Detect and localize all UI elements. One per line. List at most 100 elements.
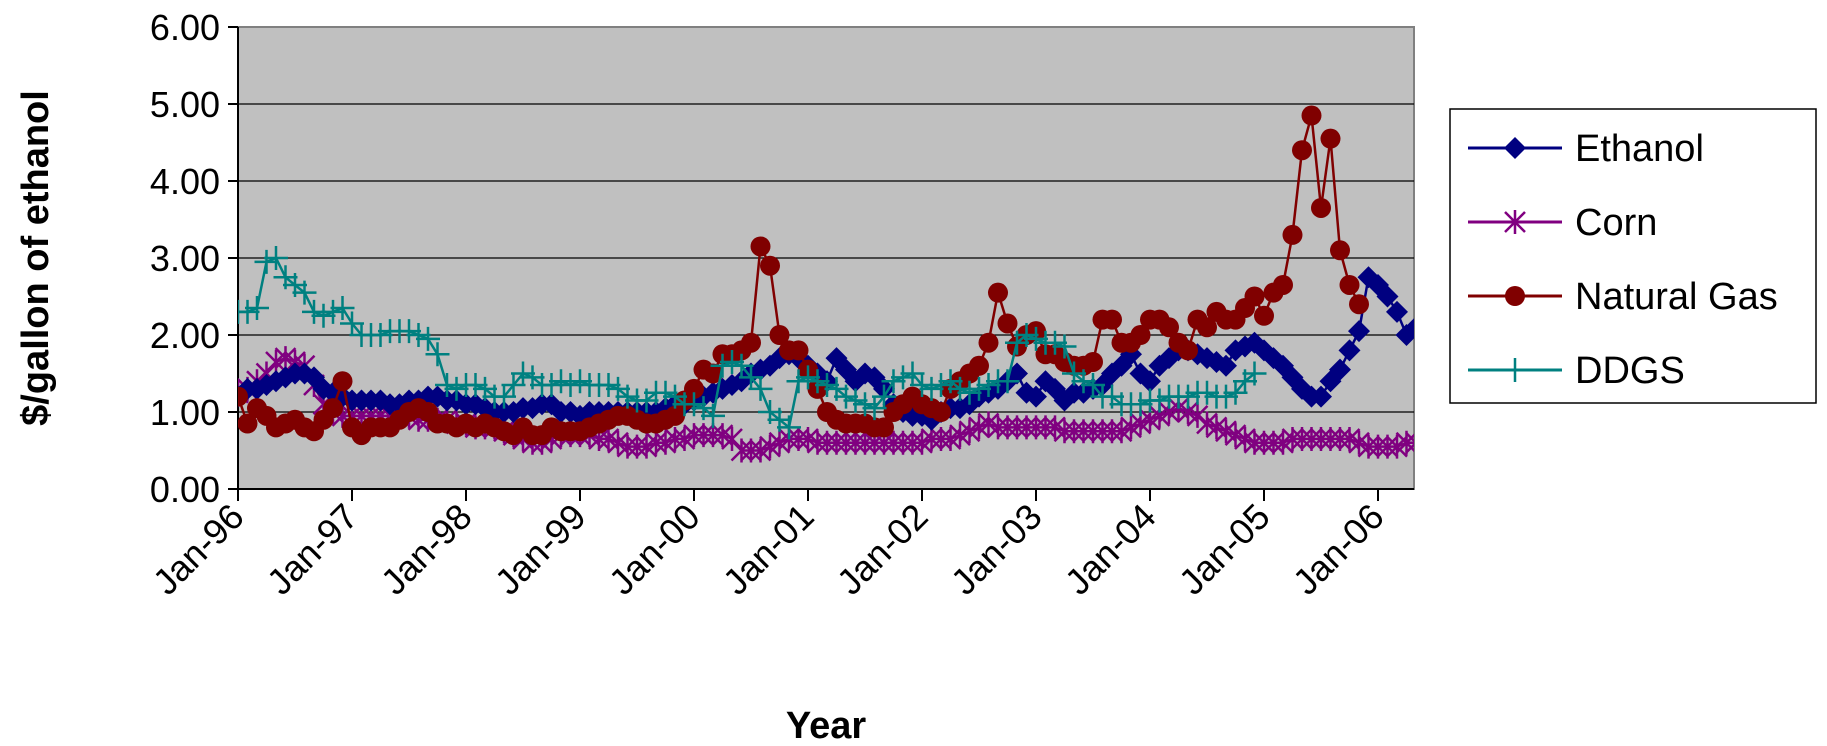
data-point-natural-gas — [1130, 325, 1151, 345]
data-point-ddgs — [1052, 334, 1077, 359]
data-point-ddgs — [834, 384, 858, 409]
series-layer — [238, 105, 1446, 463]
data-point-natural-gas — [1178, 340, 1198, 361]
y-tick-label: 6.00 — [150, 7, 220, 48]
data-point-ddgs — [1176, 384, 1200, 409]
data-point-ddgs — [995, 369, 1020, 394]
x-axis-title: Year — [786, 705, 867, 746]
data-point-ddgs — [1043, 330, 1067, 355]
data-point-ethanol — [1386, 300, 1408, 323]
data-point-natural-gas — [1282, 224, 1303, 245]
data-point-natural-gas — [1330, 240, 1350, 261]
data-point-ddgs — [1242, 361, 1267, 386]
data-point-ddgs — [729, 353, 754, 378]
data-point-ddgs — [444, 376, 469, 401]
data-point-natural-gas — [703, 363, 723, 384]
data-point-ddgs — [511, 361, 535, 386]
legend: Ethanol Corn Natural Gas DDGS — [1449, 108, 1817, 404]
data-point-ddgs — [872, 384, 896, 409]
data-point-ddgs — [501, 373, 526, 398]
data-point-natural-gas — [238, 413, 258, 434]
data-point-ddgs — [311, 303, 336, 328]
series-ethanol — [238, 266, 1446, 431]
data-point-ddgs — [853, 392, 877, 417]
data-point-natural-gas — [997, 313, 1018, 334]
data-point-ddgs — [777, 415, 801, 440]
data-point-natural-gas — [750, 236, 771, 257]
data-point-ddgs — [397, 319, 421, 344]
data-point-ddgs — [957, 380, 982, 405]
data-point-ddgs — [368, 323, 393, 347]
data-point-ddgs — [900, 361, 925, 386]
x-tick-label: Jan-05 — [1171, 496, 1278, 603]
legend-marker — [1503, 358, 1527, 382]
legend-box — [1449, 108, 1817, 404]
data-point-natural-gas — [1254, 305, 1274, 326]
data-point-ddgs — [1081, 373, 1105, 398]
y-tick-label: 4.00 — [150, 161, 220, 202]
data-point-ddgs — [416, 326, 440, 351]
x-tick-label: Jan-99 — [487, 496, 594, 603]
data-point-ddgs — [682, 392, 706, 417]
data-point-ddgs — [976, 373, 1001, 398]
x-tick-label: Jan-06 — [1285, 496, 1392, 603]
data-point-natural-gas — [988, 282, 1008, 303]
data-point-ethanol — [1405, 318, 1414, 337]
data-point-ethanol — [1215, 354, 1237, 377]
x-tick-label: Jan-96 — [145, 496, 252, 603]
data-point-ddgs — [720, 349, 744, 374]
data-point-natural-gas — [665, 405, 685, 426]
data-point-ddgs — [1071, 369, 1096, 394]
data-point-ddgs — [1214, 384, 1238, 409]
data-point-natural-gas — [332, 371, 353, 392]
y-tick-label: 2.00 — [150, 315, 220, 356]
x-tick-label: Jan-01 — [715, 496, 822, 603]
data-point-ethanol — [1139, 370, 1161, 393]
data-point-ddgs — [1024, 326, 1048, 351]
data-point-ethanol — [1424, 289, 1446, 311]
data-point-ddgs — [815, 373, 839, 398]
data-point-corn — [1425, 423, 1445, 447]
data-point-natural-gas — [1301, 105, 1322, 126]
data-point-ddgs — [843, 388, 868, 413]
data-point-natural-gas — [978, 332, 999, 353]
legend-item-corn: Corn — [1468, 202, 1657, 244]
data-point-ddgs — [796, 365, 820, 390]
legend-item-ddgs: DDGS — [1468, 350, 1685, 392]
data-point-ddgs — [340, 311, 364, 336]
data-point-corn — [1416, 427, 1436, 451]
data-point-natural-gas — [1197, 317, 1217, 338]
data-point-ethanol — [1376, 285, 1399, 308]
data-point-natural-gas — [1244, 286, 1265, 307]
data-point-natural-gas — [1273, 274, 1293, 295]
data-point-ddgs — [701, 403, 725, 428]
data-point-ethanol — [1025, 385, 1047, 408]
y-axis: 0.00 1.00 2.00 3.00 4.00 5.00 6.00 — [150, 7, 239, 510]
data-point-ddgs — [463, 373, 488, 398]
data-point-ddgs — [1128, 392, 1153, 417]
data-point-ddgs — [881, 369, 906, 394]
data-point-ddgs — [245, 296, 269, 321]
y-axis-title: $/gallon of ethanol — [15, 90, 57, 426]
data-point-ddgs — [862, 396, 887, 421]
data-point-ethanol — [1338, 339, 1361, 362]
data-point-ddgs — [492, 384, 516, 409]
data-point-natural-gas — [238, 386, 248, 407]
data-point-natural-gas — [788, 340, 809, 361]
x-tick-label: Jan-97 — [259, 496, 366, 603]
y-tick-label: 3.00 — [150, 238, 220, 279]
x-tick-label: Jan-03 — [943, 496, 1050, 603]
data-point-ddgs — [653, 380, 678, 405]
data-point-ddgs — [330, 296, 355, 321]
legend-label: Ethanol — [1575, 128, 1704, 170]
legend-label: Corn — [1575, 202, 1657, 244]
data-point-natural-gas — [1349, 294, 1369, 315]
data-point-ethanol — [1348, 320, 1370, 343]
x-tick-label: Jan-04 — [1057, 496, 1164, 603]
data-point-ddgs — [1195, 380, 1219, 405]
data-point-natural-gas — [931, 402, 951, 422]
data-point-ddgs — [929, 373, 953, 398]
data-point-ddgs — [1147, 388, 1172, 413]
data-point-ddgs — [238, 299, 260, 324]
